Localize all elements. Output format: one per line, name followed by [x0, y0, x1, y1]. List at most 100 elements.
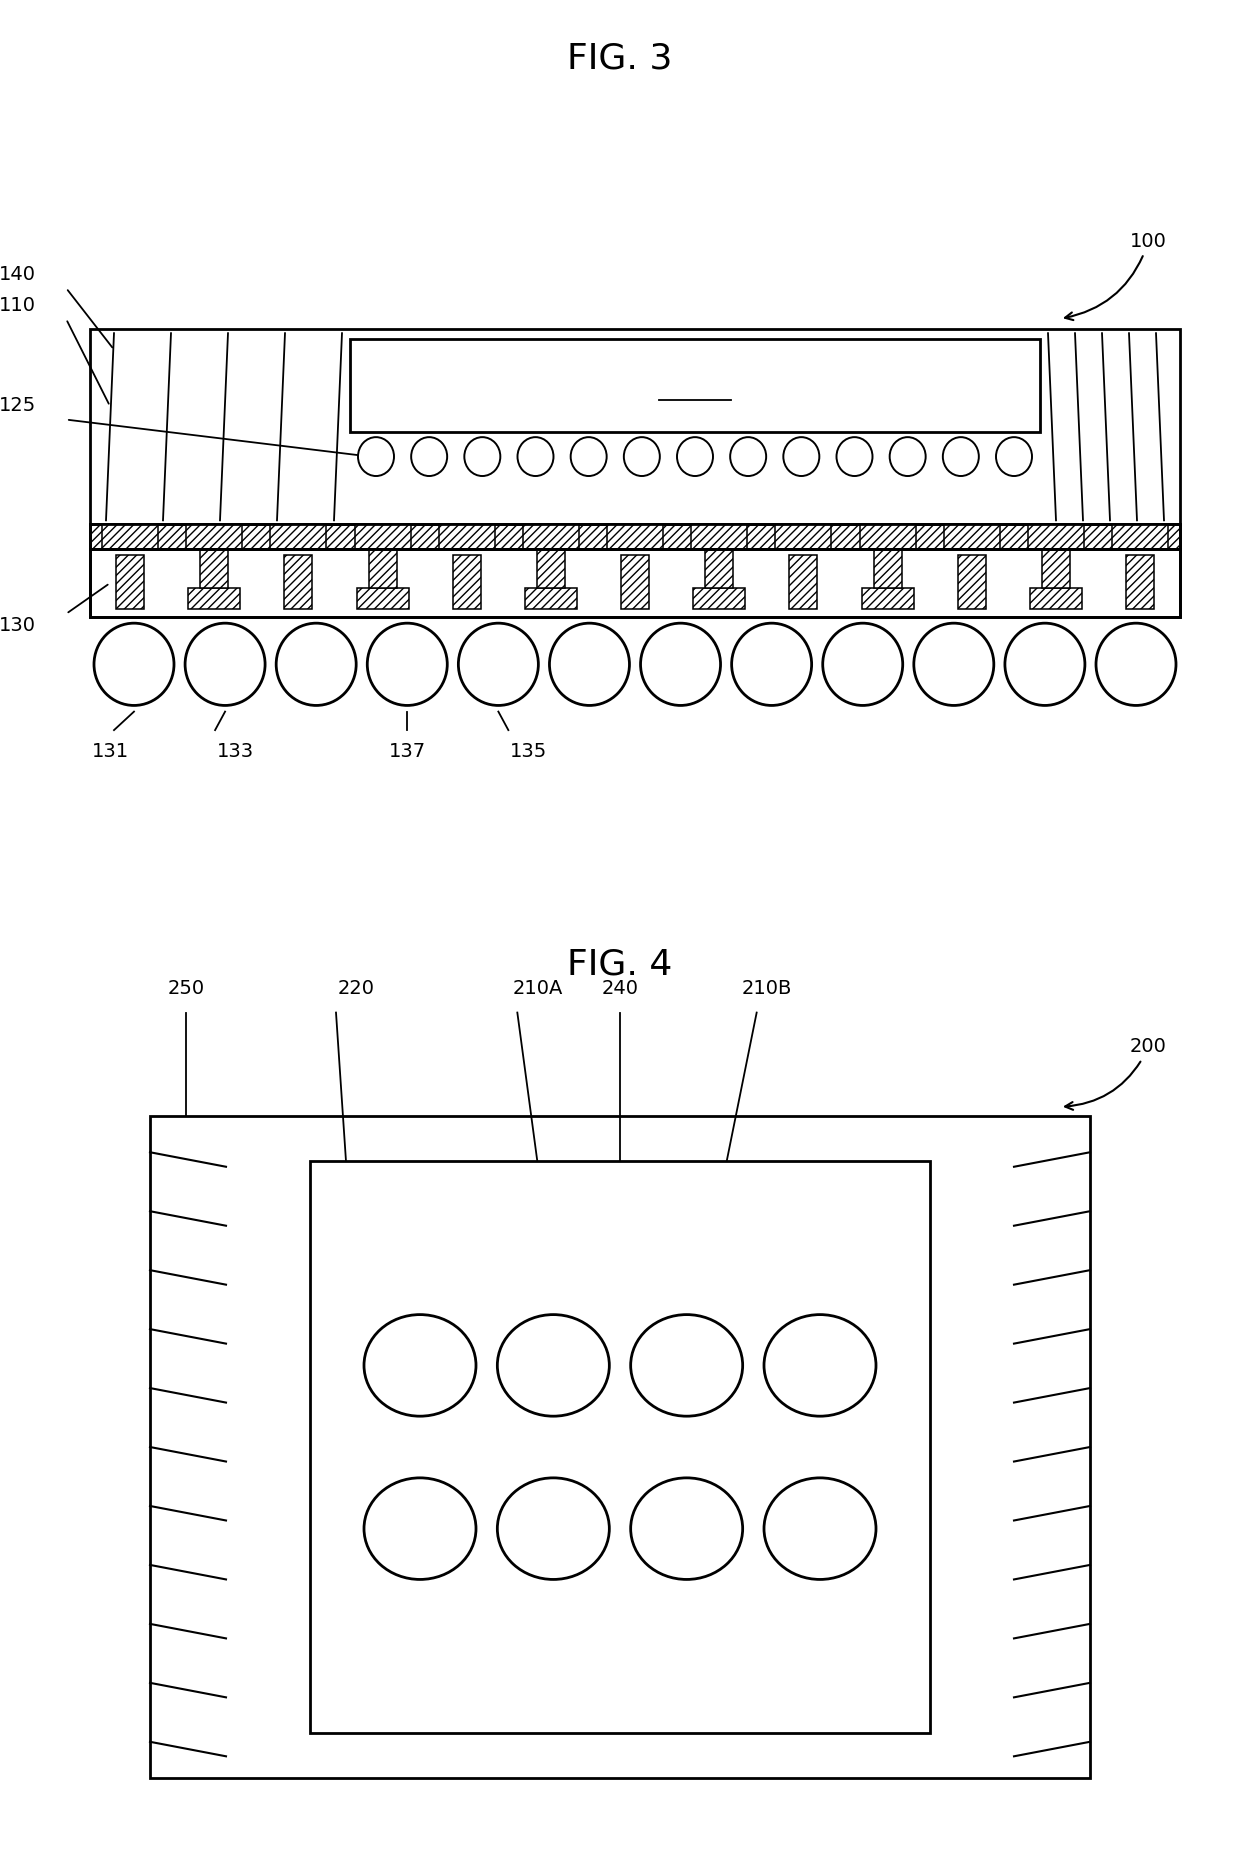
Bar: [944, 524, 999, 550]
Text: 140: 140: [0, 265, 36, 283]
Bar: [1028, 524, 1084, 550]
Bar: [186, 524, 242, 550]
Ellipse shape: [570, 437, 606, 476]
Text: 250: 250: [167, 979, 205, 998]
Ellipse shape: [459, 624, 538, 705]
Text: 110: 110: [0, 296, 36, 315]
Ellipse shape: [889, 437, 926, 476]
Bar: [117, 555, 144, 609]
Ellipse shape: [624, 437, 660, 476]
Text: 200: 200: [1065, 1037, 1167, 1111]
Bar: [862, 589, 914, 609]
Ellipse shape: [677, 437, 713, 476]
Bar: [284, 555, 312, 609]
Bar: [525, 589, 577, 609]
Text: 240: 240: [601, 979, 639, 998]
Text: 130: 130: [0, 616, 36, 635]
Bar: [873, 550, 901, 589]
Ellipse shape: [641, 624, 720, 705]
Bar: [523, 524, 579, 550]
Bar: [523, 524, 579, 550]
Bar: [453, 555, 481, 609]
Text: 133: 133: [217, 742, 254, 761]
Bar: [1126, 555, 1154, 609]
Bar: [621, 555, 649, 609]
Bar: [944, 524, 999, 550]
Text: FIG. 3: FIG. 3: [568, 41, 672, 76]
Bar: [691, 524, 748, 550]
Bar: [693, 589, 745, 609]
Ellipse shape: [914, 624, 993, 705]
Bar: [537, 550, 565, 589]
Bar: [706, 550, 733, 589]
Ellipse shape: [94, 624, 174, 705]
Bar: [91, 550, 1180, 616]
Bar: [1126, 555, 1154, 609]
Bar: [1112, 524, 1168, 550]
Ellipse shape: [764, 1477, 875, 1579]
Bar: [775, 524, 831, 550]
Text: 210A: 210A: [512, 979, 563, 998]
Bar: [186, 524, 242, 550]
Bar: [621, 555, 649, 609]
Bar: [188, 589, 241, 609]
Bar: [439, 524, 495, 550]
Bar: [117, 555, 144, 609]
Bar: [790, 555, 817, 609]
Bar: [91, 524, 1180, 550]
Bar: [270, 524, 326, 550]
Bar: [439, 524, 495, 550]
Text: 137: 137: [388, 742, 425, 761]
Bar: [1042, 550, 1070, 589]
Ellipse shape: [1096, 624, 1176, 705]
Ellipse shape: [464, 437, 500, 476]
Ellipse shape: [730, 437, 766, 476]
Text: 135: 135: [510, 742, 547, 761]
Bar: [775, 524, 831, 550]
Bar: [91, 329, 1180, 524]
Bar: [608, 524, 663, 550]
Bar: [350, 339, 1040, 431]
Ellipse shape: [549, 624, 630, 705]
Bar: [91, 524, 1180, 550]
Bar: [368, 550, 397, 589]
Bar: [453, 555, 481, 609]
Bar: [691, 524, 748, 550]
Bar: [873, 550, 901, 589]
Bar: [859, 524, 915, 550]
Bar: [188, 589, 241, 609]
Bar: [284, 555, 312, 609]
Bar: [1028, 524, 1084, 550]
Text: 120: 120: [675, 376, 715, 396]
Bar: [957, 555, 986, 609]
Bar: [368, 550, 397, 589]
Ellipse shape: [185, 624, 265, 705]
Bar: [706, 550, 733, 589]
Ellipse shape: [942, 437, 978, 476]
Bar: [862, 589, 914, 609]
Ellipse shape: [631, 1314, 743, 1416]
Bar: [1030, 589, 1081, 609]
Ellipse shape: [365, 1477, 476, 1579]
Text: 100: 100: [1065, 231, 1167, 320]
Ellipse shape: [367, 624, 448, 705]
Bar: [355, 524, 410, 550]
Text: 210B: 210B: [742, 979, 792, 998]
Bar: [270, 524, 326, 550]
Ellipse shape: [358, 437, 394, 476]
Bar: [957, 555, 986, 609]
Bar: [1112, 524, 1168, 550]
Ellipse shape: [517, 437, 553, 476]
Bar: [357, 589, 408, 609]
Bar: [310, 1161, 930, 1733]
Ellipse shape: [365, 1314, 476, 1416]
Ellipse shape: [784, 437, 820, 476]
Text: 131: 131: [92, 742, 129, 761]
Bar: [91, 550, 1180, 616]
Ellipse shape: [631, 1477, 743, 1579]
Ellipse shape: [822, 624, 903, 705]
Text: 125: 125: [0, 396, 36, 415]
Bar: [790, 555, 817, 609]
Ellipse shape: [1004, 624, 1085, 705]
Bar: [150, 1116, 1090, 1779]
